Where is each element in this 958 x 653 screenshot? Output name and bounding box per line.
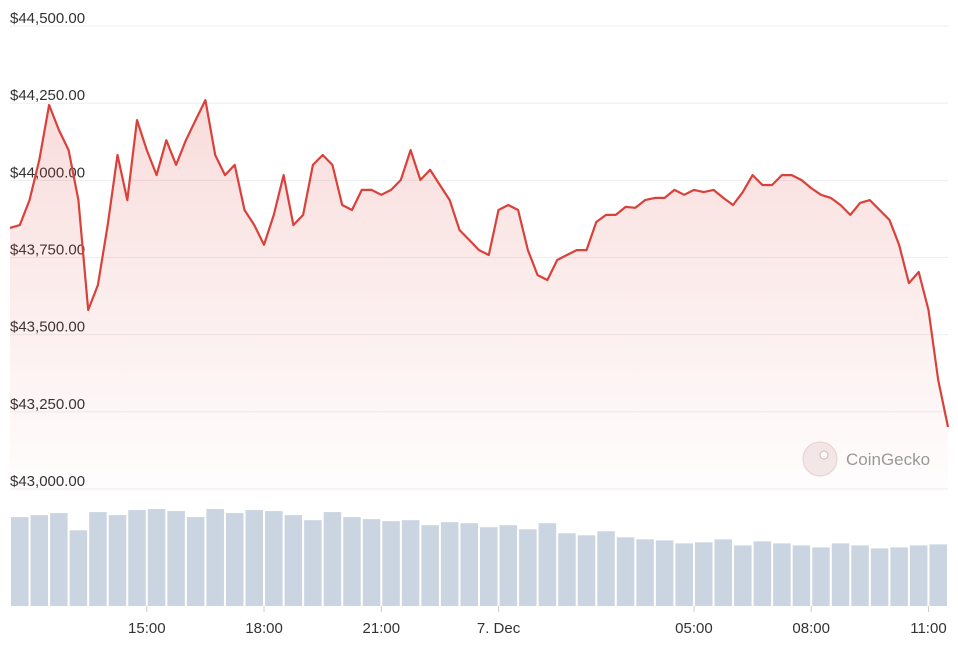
volume-bar: [30, 515, 49, 606]
volume-bar: [167, 511, 185, 606]
volume-bar: [538, 523, 557, 606]
x-tick-label: 11:00: [910, 620, 946, 637]
volume-bar: [421, 525, 439, 606]
watermark: CoinGecko: [802, 441, 930, 477]
x-tick-label: 21:00: [363, 620, 401, 637]
volume-bar: [265, 511, 283, 606]
volume-bar: [69, 530, 88, 606]
volume-bar: [206, 509, 224, 606]
volume-bar: [812, 547, 830, 606]
logo: [802, 441, 838, 477]
volume-bar: [499, 525, 518, 606]
volume-bar: [851, 545, 869, 606]
volume-bar: [50, 513, 68, 606]
volume-bar: [773, 543, 791, 606]
volume-bar: [480, 527, 498, 606]
volume-bar: [108, 515, 127, 606]
volume-bar: [577, 535, 596, 606]
volume-bar: [284, 515, 303, 606]
volume-bar: [460, 523, 478, 606]
volume-bar: [890, 547, 908, 606]
volume-bar: [675, 543, 693, 606]
watermark-text: CoinGecko: [846, 450, 930, 469]
volume-bar: [714, 539, 733, 606]
volume-bar: [831, 543, 850, 606]
volume-bar: [323, 512, 342, 606]
y-tick-label: $44,250.00: [10, 87, 85, 104]
volume-bar: [343, 517, 361, 606]
volume-bar: [11, 517, 29, 606]
volume-bar: [597, 531, 615, 606]
volume-bar: [382, 521, 400, 606]
volume-bar: [616, 537, 635, 606]
volume-bar: [186, 517, 205, 606]
volume-bar: [147, 509, 166, 606]
x-tick-label: 18:00: [245, 620, 283, 637]
volume-bar: [655, 540, 674, 606]
volume-bar: [89, 512, 107, 606]
y-tick-label: $44,500.00: [10, 10, 85, 27]
volume-bar: [304, 520, 322, 606]
volume-bar: [753, 541, 772, 606]
x-tick-label: 08:00: [792, 620, 830, 637]
volume-bar: [440, 522, 459, 606]
x-tick-label: 7. Dec: [477, 620, 521, 637]
volume-bar: [519, 529, 537, 606]
volume-bar: [558, 533, 576, 606]
volume-bar: [245, 510, 264, 606]
price-line: [9, 99, 950, 428]
volume-bar: [401, 520, 420, 606]
volume-bar: [128, 510, 146, 606]
volume-bar: [362, 519, 381, 606]
volume-bar: [929, 544, 947, 606]
area-fill: [10, 100, 948, 489]
x-tick-label: 05:00: [675, 620, 713, 637]
volume-bar: [636, 539, 654, 606]
volume-bar: [734, 545, 752, 606]
volume-bar: [225, 513, 244, 606]
volume-bar: [792, 545, 811, 606]
volume-bar: [909, 545, 928, 606]
x-tick-label: 15:00: [128, 620, 166, 637]
volume-bar: [694, 542, 713, 606]
volume-bar: [870, 548, 889, 606]
logo-eye: [819, 450, 829, 460]
